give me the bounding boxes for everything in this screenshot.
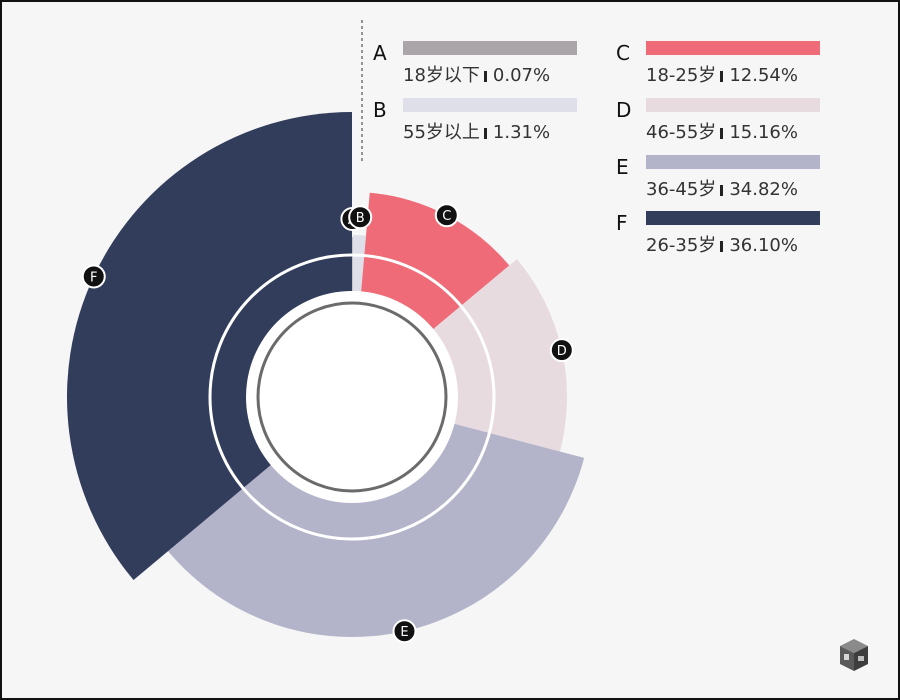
marker-e <box>392 619 417 644</box>
legend-swatch <box>646 155 820 169</box>
marker-c <box>434 203 459 228</box>
cube-logo-icon <box>840 639 868 671</box>
marker-label-b: B <box>356 211 365 226</box>
legend-letter: B <box>373 98 387 122</box>
legend-item-c: C 18-25岁 12.54% <box>616 41 820 91</box>
legend-swatch <box>403 98 577 112</box>
legend-swatch <box>646 211 820 225</box>
legend-item-b: B 55岁以上 1.31% <box>373 98 577 148</box>
legend-letter: F <box>616 211 628 235</box>
legend-label: 55岁以上 1.31% <box>403 122 551 143</box>
marker-label-e: E <box>400 625 408 640</box>
legend-letter: E <box>616 155 629 179</box>
legend-label: 36-45岁 34.82% <box>646 179 798 200</box>
legend-item-d: D 46-55岁 15.16% <box>616 98 820 148</box>
legend-item-f: F 26-35岁 36.10% <box>616 211 820 261</box>
marker-f <box>81 264 106 289</box>
marker-d <box>549 338 574 363</box>
legend-item-e: E 36-45岁 34.82% <box>616 155 820 205</box>
center-gray-ring <box>256 301 448 493</box>
legend-letter: D <box>616 98 632 122</box>
legend-letter: A <box>373 41 387 65</box>
legend-label: 18岁以下 0.07% <box>403 65 551 86</box>
legend-swatch <box>646 41 820 55</box>
legend-letter: C <box>616 41 630 65</box>
legend-item-a: A 18岁以下 0.07% <box>373 41 577 91</box>
marker-label-d: D <box>557 344 567 359</box>
center-hole <box>246 291 458 503</box>
inner-white-ring <box>208 253 496 541</box>
sector-f <box>67 112 352 581</box>
legend-label: 46-55岁 15.16% <box>646 122 798 143</box>
marker-label-f: F <box>90 270 97 285</box>
marker-b <box>348 205 373 230</box>
legend-label: 18-25岁 12.54% <box>646 65 798 86</box>
legend-swatch <box>646 98 820 112</box>
legend-label: 26-35岁 36.10% <box>646 235 798 256</box>
legend-swatch <box>403 41 577 55</box>
marker-label-c: C <box>442 209 451 224</box>
